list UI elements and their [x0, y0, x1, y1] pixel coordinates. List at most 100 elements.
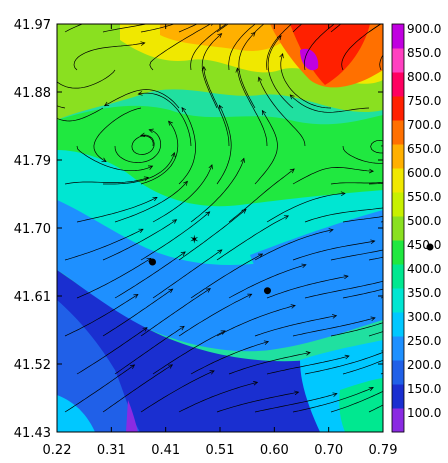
wind-streamlines — [51, 18, 391, 413]
streamline — [152, 249, 223, 299]
station-dot-marker — [263, 287, 271, 295]
streamline — [368, 182, 383, 185]
streamline — [76, 145, 153, 172]
streamline — [190, 158, 245, 223]
colorbar-swatch — [392, 192, 404, 217]
streamline-arrowhead — [385, 320, 390, 324]
streamline — [64, 228, 144, 261]
streamline-arrowhead — [332, 314, 338, 319]
streamline — [178, 24, 198, 33]
streamline — [330, 322, 383, 337]
colorbar-swatch — [392, 288, 404, 313]
streamline-arrowhead — [385, 370, 390, 374]
streamline — [216, 305, 296, 337]
streamline — [76, 196, 158, 223]
streamline — [379, 54, 383, 71]
streamline-arrowhead — [257, 76, 263, 82]
colorbar-swatch — [392, 168, 404, 193]
streamline — [292, 317, 376, 337]
streamline — [140, 288, 211, 337]
streamline-arrowhead — [101, 157, 107, 162]
streamline-arrowhead — [186, 18, 190, 22]
streamline — [149, 24, 211, 71]
streamline-arrowhead — [217, 33, 223, 38]
streamline-arrowhead — [51, 103, 56, 107]
streamline — [64, 177, 149, 185]
streamline-arrowhead — [385, 286, 389, 290]
streamline — [216, 105, 232, 185]
streamline-arrowhead — [279, 53, 284, 59]
streamline — [102, 219, 177, 261]
streamline — [368, 24, 382, 33]
streamline — [228, 24, 256, 71]
streamline-arrowhead — [235, 67, 241, 73]
streamline — [254, 110, 278, 185]
streamline — [303, 24, 335, 71]
streamline-arrowhead — [140, 132, 146, 138]
streamline-arrowhead — [168, 120, 173, 126]
streamline — [342, 216, 383, 223]
streamline-arrowhead — [247, 293, 253, 298]
streamline — [254, 24, 265, 33]
streamline-arrowhead — [383, 206, 387, 210]
streamline-arrowhead — [276, 35, 282, 41]
streamline-arrowhead — [289, 168, 295, 174]
x-tick-label: 0.51 — [206, 443, 235, 458]
streamline-arrowhead — [385, 295, 389, 299]
streamline — [330, 24, 342, 33]
colorbar-swatch — [392, 408, 404, 433]
streamline-arrowhead — [386, 18, 391, 22]
streamline-arrowhead — [385, 255, 389, 259]
streamline — [237, 68, 268, 147]
streamline-arrowhead — [368, 168, 374, 174]
colorbar-tick-label: 600.0 — [407, 166, 441, 180]
streamline-arrowhead — [386, 401, 391, 405]
streamline-arrowhead — [301, 263, 307, 269]
colorbar-tick-label: 500.0 — [407, 214, 441, 228]
streamline-arrowhead — [294, 390, 300, 396]
streamline-arrowhead — [181, 106, 187, 113]
streamline — [280, 53, 332, 109]
streamline — [266, 275, 349, 299]
colorbar-swatch — [392, 360, 404, 385]
streamline-arrowhead — [140, 41, 146, 46]
streamline — [138, 92, 192, 147]
streamline-arrowhead — [259, 18, 263, 22]
streamline — [254, 393, 337, 413]
colorbar-marker-dot — [426, 243, 434, 251]
streamline-arrowhead — [385, 19, 390, 23]
streamline-arrowhead — [386, 219, 390, 223]
streamline-arrowhead — [290, 304, 296, 309]
streamline — [266, 355, 350, 375]
colorbar: 100.0 150.0 200.0 250.0 300.0 350.0 400.0 450.0… — [391, 22, 441, 433]
streamline-arrowhead — [344, 354, 350, 360]
streamline-arrowhead — [142, 327, 148, 332]
streamline — [190, 24, 228, 71]
streamline-arrowhead — [130, 364, 136, 369]
streamline — [292, 24, 303, 33]
station-star-marker: ✶ — [189, 232, 199, 246]
streamline-arrowhead — [386, 181, 390, 185]
streamline-arrowhead — [103, 101, 110, 107]
colorbar-tick-label: 800.0 — [407, 70, 441, 84]
streamline-arrowhead — [340, 191, 346, 196]
streamline — [228, 168, 295, 223]
colorbar-tick-label: 200.0 — [407, 358, 441, 372]
streamline — [292, 167, 374, 185]
streamline-arrowhead — [283, 215, 289, 220]
streamline-arrowhead — [257, 253, 264, 258]
streamline — [267, 35, 294, 109]
streamline-arrowhead — [305, 351, 311, 356]
streamline-arrowhead — [220, 330, 226, 335]
streamline-arrowhead — [138, 228, 144, 234]
streamline — [238, 32, 256, 109]
streamline — [216, 391, 299, 413]
streamline-arrowhead — [172, 219, 178, 224]
y-tick-label: 41.43 — [14, 426, 51, 441]
streamline — [64, 364, 135, 413]
streamline-arrowhead — [171, 152, 176, 158]
colorbar-swatch — [392, 240, 404, 265]
streamline — [57, 105, 66, 109]
colorbar-tick-label: 300.0 — [407, 310, 441, 324]
